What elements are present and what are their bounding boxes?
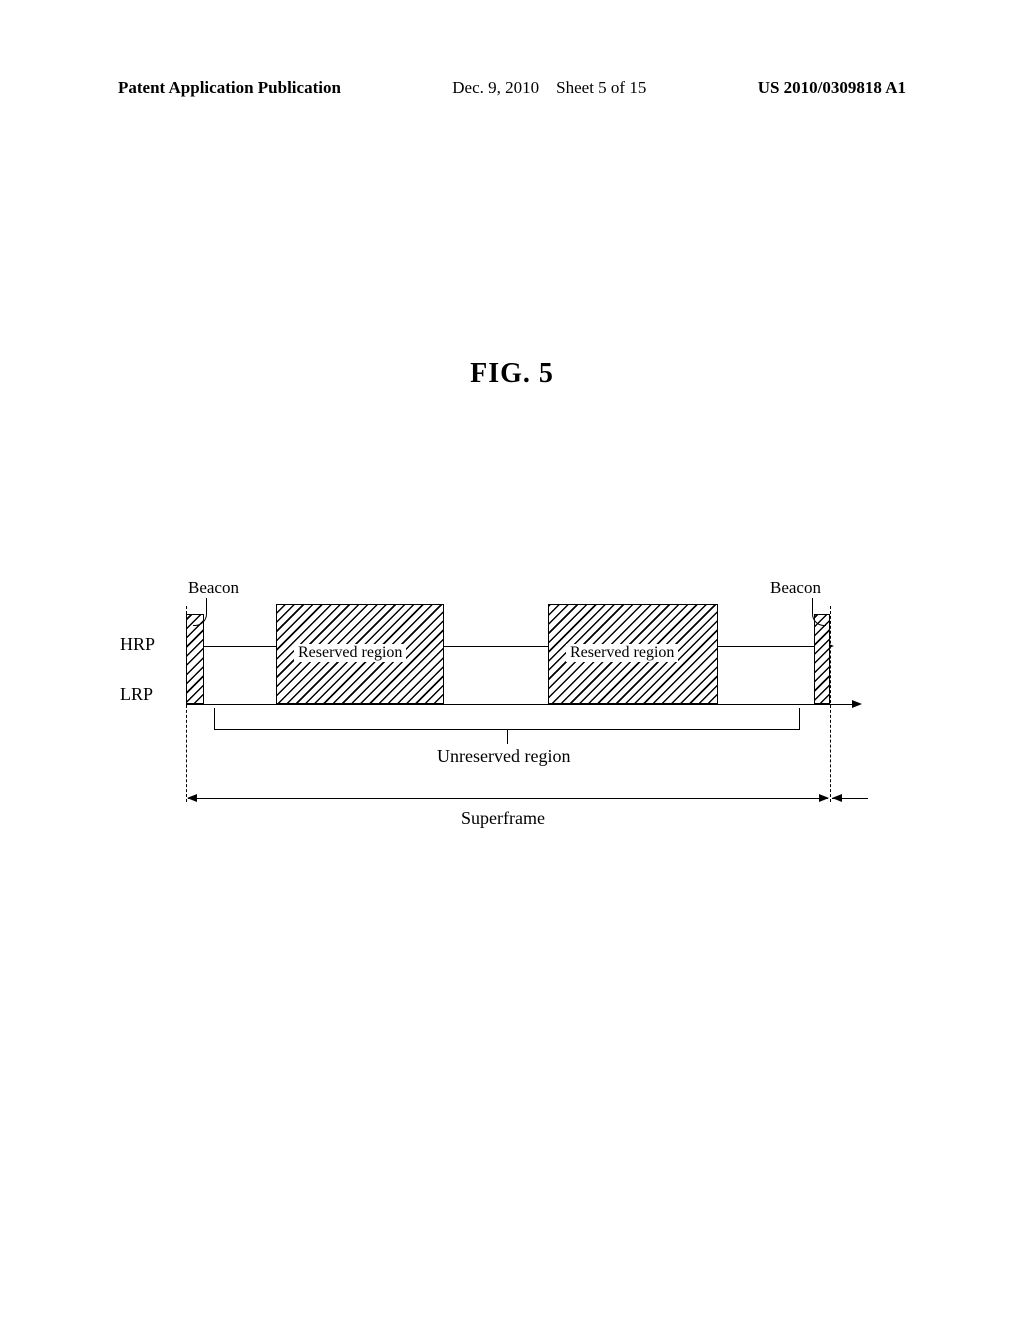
- publication-label: Patent Application Publication: [118, 78, 341, 98]
- beacon-left-box: [186, 614, 204, 704]
- superframe-diagram: HRP LRP Beacon Beacon Reserved region Re…: [128, 570, 896, 850]
- superframe-next-arrow-icon: [832, 794, 842, 802]
- superframe-dim-line: [188, 798, 828, 799]
- reserved-region-label: Reserved region: [566, 644, 678, 662]
- beacon-right-label: Beacon: [770, 578, 821, 598]
- publication-sheet: Sheet 5 of 15: [556, 78, 646, 97]
- beacon-right-pointer-icon: [812, 598, 826, 626]
- publication-date: Dec. 9, 2010: [452, 78, 539, 97]
- reserved-region-label: Reserved region: [294, 644, 406, 662]
- unreserved-bracket-icon: [214, 708, 800, 730]
- unreserved-region-label: Unreserved region: [437, 746, 570, 767]
- lrp-axis-line: [186, 704, 854, 705]
- publication-date-sheet: Dec. 9, 2010 Sheet 5 of 15: [452, 78, 646, 98]
- beacon-right-box: [814, 614, 830, 704]
- page-header: Patent Application Publication Dec. 9, 2…: [0, 78, 1024, 98]
- beacon-left-label: Beacon: [188, 578, 239, 598]
- hrp-axis-label: HRP: [120, 634, 155, 655]
- superframe-arrow-left-icon: [187, 794, 197, 802]
- superframe-right-dash-icon: [830, 606, 831, 802]
- superframe-left-dash-icon: [186, 606, 187, 802]
- superframe-arrow-right-icon: [819, 794, 829, 802]
- lrp-axis-label: LRP: [120, 684, 153, 705]
- beacon-left-pointer-icon: [193, 598, 207, 626]
- superframe-label: Superframe: [461, 808, 545, 829]
- lrp-axis-arrow-icon: [852, 700, 862, 708]
- figure-title: FIG. 5: [0, 358, 1024, 390]
- unreserved-bracket-stem-icon: [507, 730, 508, 744]
- publication-number: US 2010/0309818 A1: [758, 78, 906, 98]
